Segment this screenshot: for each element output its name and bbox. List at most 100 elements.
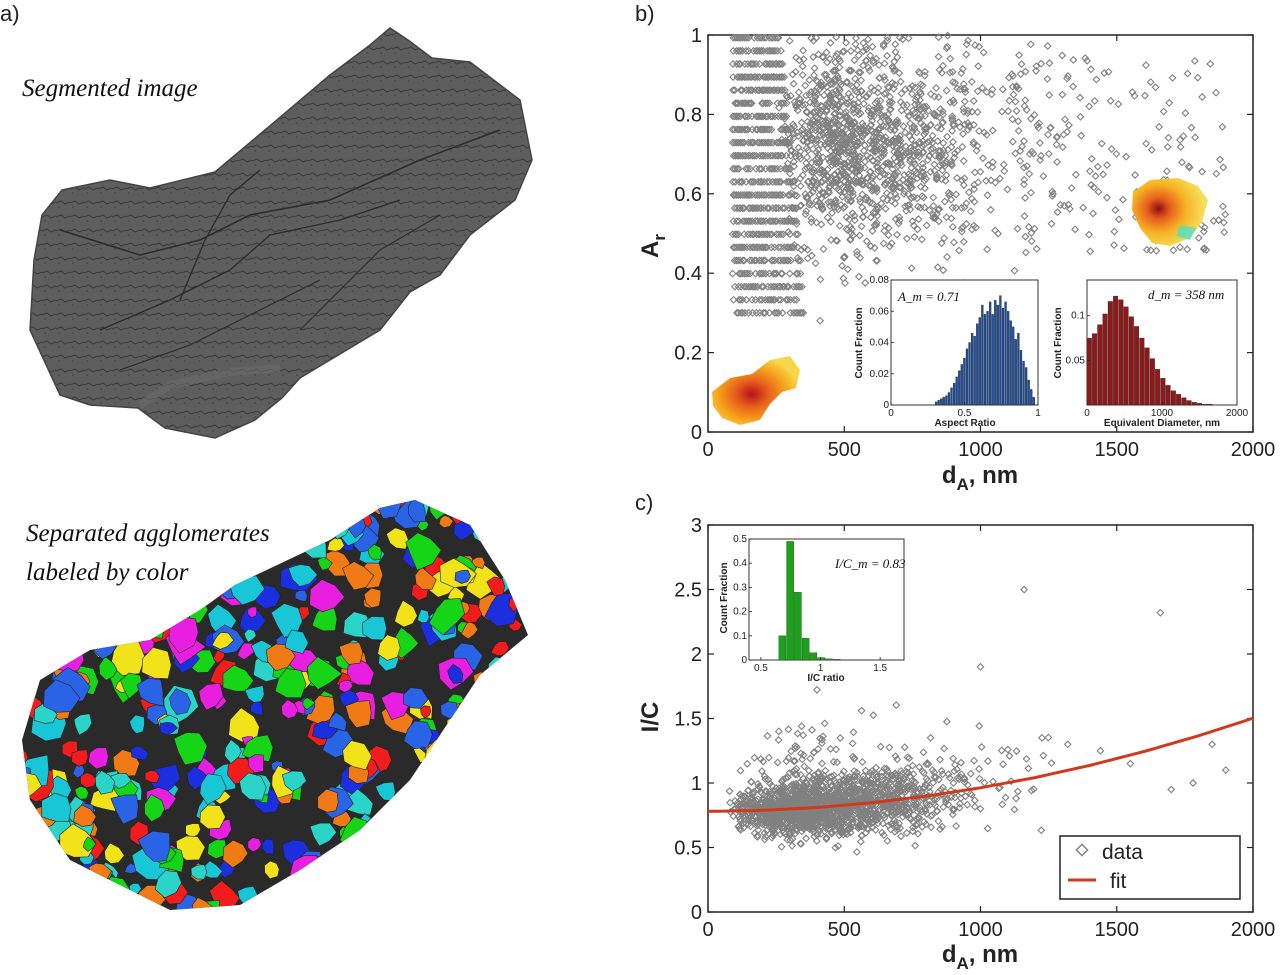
data-point — [788, 767, 797, 776]
agglomerate-blob — [141, 646, 172, 680]
data-point — [780, 112, 789, 121]
data-point — [968, 107, 977, 116]
data-point — [885, 97, 894, 106]
data-point — [1114, 215, 1123, 224]
data-point — [857, 76, 866, 85]
data-point — [1033, 121, 1042, 130]
data-point — [776, 177, 785, 186]
agglomerate-blob — [437, 853, 454, 869]
data-point — [960, 203, 969, 212]
agglomerate-blob — [190, 864, 208, 880]
data-point — [1053, 157, 1062, 166]
histogram-bar — [786, 541, 794, 661]
data-point — [913, 225, 922, 234]
agglomerate-blob — [497, 500, 516, 516]
data-point — [771, 814, 780, 823]
data-point — [922, 801, 931, 810]
data-point — [872, 187, 881, 196]
inset-ic-xlabel: I/C ratio — [807, 673, 844, 684]
data-point — [743, 799, 752, 808]
agglomerate-blob — [328, 711, 348, 732]
data-point — [855, 820, 864, 829]
data-point — [907, 183, 916, 192]
data-point — [818, 178, 827, 187]
data-point — [800, 822, 809, 831]
data-point — [802, 159, 811, 168]
data-point — [741, 112, 750, 121]
data-point — [935, 65, 944, 74]
data-point — [1025, 169, 1034, 178]
data-point — [918, 159, 927, 168]
data-point — [1019, 163, 1028, 172]
data-point — [868, 42, 877, 51]
data-point — [813, 118, 822, 127]
data-point — [732, 204, 741, 213]
x-tick-label: 1000 — [958, 439, 1003, 461]
agglomerate-blob — [43, 890, 64, 910]
data-point — [816, 785, 825, 794]
data-point — [813, 114, 822, 123]
data-point — [769, 805, 778, 813]
data-point — [844, 807, 853, 816]
data-point — [1130, 91, 1139, 100]
data-point — [890, 148, 899, 156]
data-point — [845, 98, 854, 107]
data-point — [1009, 90, 1018, 99]
data-point — [919, 137, 928, 146]
data-point — [796, 308, 805, 317]
data-point — [1214, 216, 1223, 225]
agglomerate-blob — [98, 655, 118, 681]
agglomerate-blob — [250, 700, 263, 716]
data-point — [842, 78, 851, 87]
agglomerate-blob — [71, 749, 89, 767]
data-point — [773, 164, 782, 173]
data-point — [740, 60, 749, 68]
histogram-bar — [960, 364, 963, 406]
histogram-bar — [976, 323, 979, 406]
data-point — [811, 93, 820, 102]
data-point — [890, 65, 899, 74]
data-point — [841, 125, 850, 134]
data-point — [930, 213, 939, 222]
data-point — [852, 847, 861, 856]
panel-b-label: b) — [635, 1, 655, 26]
data-point — [728, 177, 737, 186]
inset-y-tick-label: 0.08 — [870, 275, 890, 286]
data-point — [804, 766, 813, 775]
data-point — [778, 86, 787, 95]
agglomerate-blob — [500, 655, 514, 670]
data-point — [784, 753, 793, 762]
data-point — [797, 722, 806, 731]
data-point — [866, 167, 875, 176]
data-point — [1048, 191, 1057, 200]
data-point — [740, 243, 749, 252]
data-point — [816, 126, 825, 135]
agglomerate-blob — [496, 788, 528, 821]
histogram-bar — [1123, 306, 1129, 406]
histogram-bar — [1160, 378, 1166, 406]
data-point — [825, 773, 834, 782]
data-point — [829, 130, 838, 139]
data-point — [1094, 187, 1103, 196]
data-point — [837, 828, 846, 837]
data-point — [826, 79, 835, 88]
data-point — [1039, 751, 1048, 760]
data-point — [827, 118, 836, 127]
x-tick-label: 1500 — [1095, 439, 1140, 461]
agglomerate-blob — [287, 564, 318, 587]
agglomerate-blob — [350, 844, 372, 867]
data-point — [840, 132, 849, 141]
data-point — [800, 814, 809, 823]
data-point — [857, 136, 866, 145]
agglomerate-blob — [22, 680, 33, 703]
data-point — [957, 770, 966, 779]
data-point — [823, 74, 832, 83]
data-point — [970, 168, 979, 177]
data-point — [790, 766, 799, 775]
data-point — [880, 226, 889, 235]
data-point — [751, 282, 760, 291]
data-point — [976, 167, 985, 176]
data-point — [942, 796, 950, 804]
x-tick-label: 0 — [702, 919, 713, 941]
data-point — [852, 247, 861, 256]
